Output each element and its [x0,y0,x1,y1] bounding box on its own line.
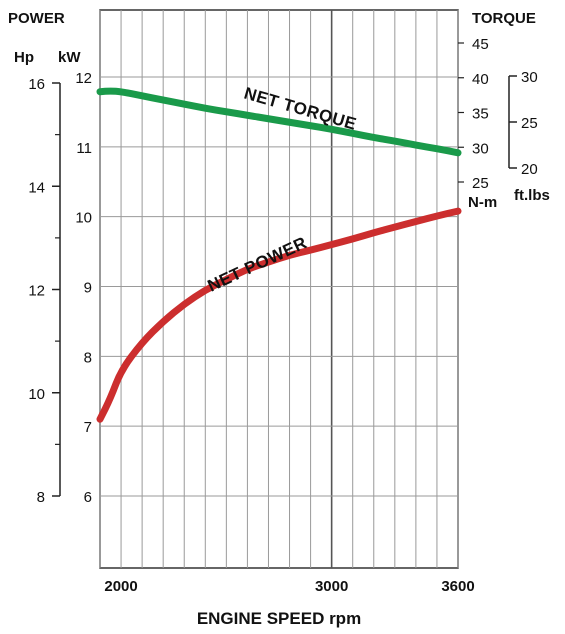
torque-axis-title: TORQUE [472,10,536,27]
nm-tick-label: 40 [472,71,489,88]
kw-tick-label: 11 [76,140,92,157]
kw-tick-label: 6 [84,489,92,506]
gridlines [99,10,459,568]
plot-area [99,9,459,569]
nm-tick-label: 45 [472,36,489,53]
nm-tick-label: 30 [472,140,489,157]
hp-tick-label: 12 [28,283,45,300]
hp-unit-label: Hp [14,49,34,66]
x-tick-label: 3000 [315,578,348,595]
nm-tick-label: 25 [472,175,489,192]
ftlbs-tick-label: 30 [521,69,538,86]
x-tick-label: 3600 [441,578,474,595]
nm-unit-label: N-m [468,194,497,211]
ftlbs-tick-label: 25 [521,115,538,132]
kw-tick-label: 10 [75,210,92,227]
net-torque-line [96,87,462,157]
kw-tick-label: 7 [84,419,92,436]
hp-tick-label: 16 [28,76,45,93]
hp-tick-label: 14 [28,179,45,196]
hp-tick-label: 8 [37,489,45,506]
ftlbs-tick-label: 20 [521,161,538,178]
kw-unit-label: kW [58,49,81,66]
power-axis-title: POWER [8,10,65,27]
kw-tick-label: 9 [84,280,92,297]
net-power-line [96,207,462,423]
hp-tick-label: 10 [28,386,45,403]
axes: 2000 3000 3600 6 7 8 9 10 11 12 8 10 12 14 16 25 30 35 40 4… [28,36,537,595]
x-tick-label: 2000 [104,578,137,595]
ftlbs-unit-label: ft.lbs [514,187,550,204]
nm-tick-label: 35 [472,106,489,123]
kw-tick-label: 8 [84,349,92,366]
curves [96,87,462,423]
kw-tick-label: 12 [75,70,92,87]
x-axis-title: ENGINE SPEED rpm [197,609,361,628]
